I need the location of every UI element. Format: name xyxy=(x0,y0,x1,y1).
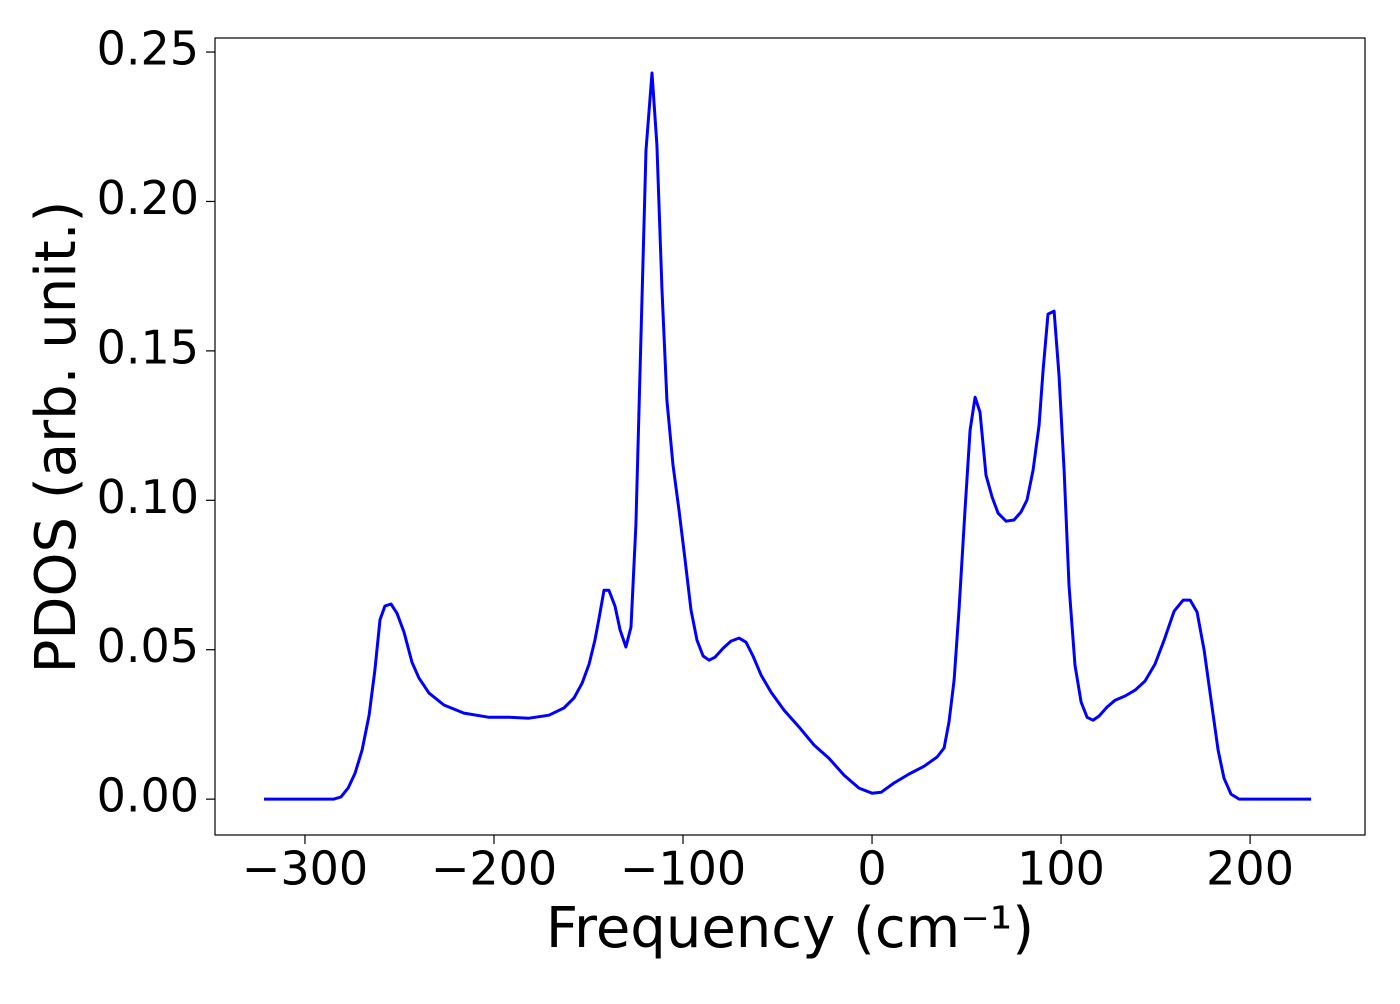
x-tick-label: −300 xyxy=(242,842,368,896)
plot-frame xyxy=(214,37,1366,836)
y-tick-label: 0.05 xyxy=(97,619,199,673)
x-tick-label: −200 xyxy=(431,842,557,896)
x-axis-label: Frequency (cm⁻¹) xyxy=(546,896,1034,961)
y-tick-label: 0.10 xyxy=(97,470,199,524)
x-tick-label: 100 xyxy=(1017,842,1105,896)
y-tick-label: 0.15 xyxy=(97,320,199,374)
y-tick-label: 0.25 xyxy=(97,22,199,76)
data-line xyxy=(264,71,1312,801)
y-tick-label: 0.00 xyxy=(97,769,199,823)
x-tick-label: 200 xyxy=(1206,842,1294,896)
x-tick-label: 0 xyxy=(857,842,886,896)
x-tick-label: −100 xyxy=(620,842,746,896)
y-axis-label: PDOS (arb. unit.) xyxy=(24,201,89,674)
y-tick-label: 0.20 xyxy=(97,171,199,225)
